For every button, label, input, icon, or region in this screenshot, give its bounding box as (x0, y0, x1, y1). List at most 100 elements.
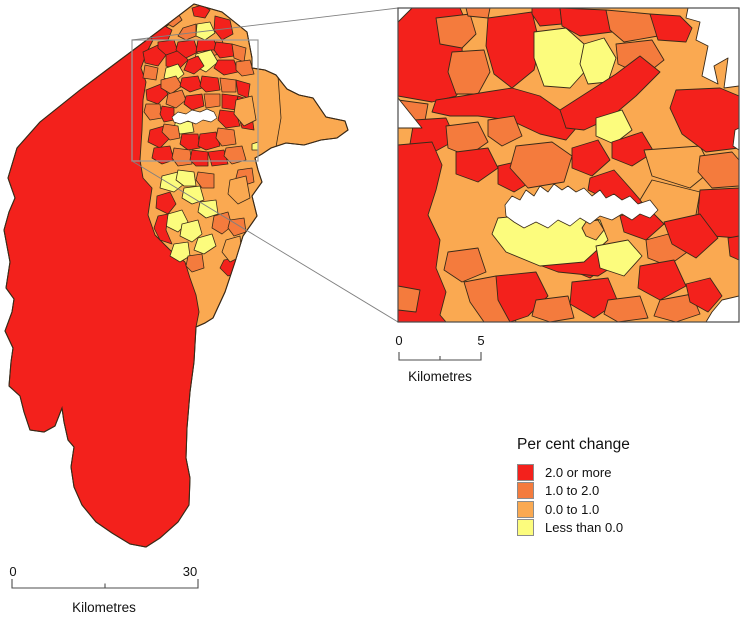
inset-scalebar-unit: Kilometres (408, 369, 472, 384)
main-map (3, 3, 349, 548)
lake (504, 183, 659, 229)
act-boundary-outline (3, 3, 349, 548)
map-region (153, 213, 173, 245)
map-region (142, 64, 159, 81)
inset-extent-rect (131, 39, 259, 162)
inset-scalebar-start-label: 0 (395, 333, 403, 348)
inset-region (685, 277, 723, 313)
inset-region (595, 239, 643, 277)
legend-swatch (517, 519, 534, 537)
legend-item-label: 2.0 or more (545, 464, 612, 480)
inset-map (397, 7, 740, 323)
legend-item: Less than 0.0 (517, 519, 630, 538)
main-scalebar-end-label: 30 (182, 564, 198, 579)
outside-area (398, 8, 413, 23)
inset-region (581, 219, 605, 241)
map-region (179, 75, 203, 93)
inset-region (605, 9, 659, 43)
map-region (235, 59, 255, 77)
map-region (175, 169, 197, 187)
legend-swatch (517, 482, 534, 500)
inset-region (649, 13, 693, 43)
map-region (189, 149, 209, 167)
inset-region (595, 109, 633, 145)
map-region (193, 233, 217, 255)
inset-region (559, 55, 661, 131)
inset-region (697, 151, 739, 189)
legend-item-label: 0.0 to 1.0 (545, 501, 600, 517)
inset-region (509, 141, 573, 189)
inset-region (398, 141, 447, 322)
map-region (160, 75, 183, 95)
map-region (155, 191, 177, 215)
map-region (197, 131, 221, 151)
map-region (169, 241, 191, 263)
inset-region (435, 13, 477, 49)
map-region (161, 123, 181, 141)
map-region (195, 171, 215, 189)
inset-region (663, 213, 719, 259)
inset-region (443, 247, 487, 283)
map-region (143, 103, 163, 121)
inset-region (431, 87, 579, 141)
inset-frame (397, 7, 740, 323)
main-scalebar (11, 579, 199, 589)
inset-region (487, 115, 523, 147)
map-region (185, 253, 205, 273)
inset-scalebar (398, 352, 482, 361)
legend-item: 1.0 to 2.0 (517, 482, 630, 501)
map-region (151, 145, 175, 165)
map-region (233, 95, 257, 127)
outside-area (732, 127, 739, 151)
inset-region (727, 235, 739, 261)
map-region (183, 55, 205, 75)
main-scalebar-unit: Kilometres (72, 600, 136, 615)
map-region (223, 145, 247, 165)
inset-region (533, 27, 589, 89)
map-region (211, 211, 233, 235)
legend: Per cent change 2.0 or more 1.0 to 2.0 0… (517, 436, 630, 537)
map-region (215, 127, 237, 147)
map-region (197, 199, 219, 219)
outside-area (398, 97, 423, 129)
legend-item: 0.0 to 1.0 (517, 500, 630, 519)
map-region (179, 219, 203, 243)
inset-region (643, 145, 713, 189)
inset-region (571, 139, 611, 177)
inset-region (637, 259, 687, 301)
inset-scalebar-end-label: 5 (477, 333, 485, 348)
legend-swatch (517, 500, 534, 518)
inset-region (559, 8, 613, 37)
inset-region (495, 271, 549, 322)
inset-connector-line (131, 7, 399, 41)
map-region (213, 59, 239, 76)
region-border (275, 75, 282, 148)
map-region (159, 105, 175, 123)
outside-area (705, 295, 739, 322)
map-region (181, 185, 205, 205)
inset-region (531, 295, 575, 322)
inset-connector-line (131, 160, 399, 323)
inset-region (603, 295, 649, 322)
map-region (165, 89, 187, 109)
map-region (219, 77, 237, 93)
inset-region (485, 11, 541, 89)
legend-title: Per cent change (517, 436, 630, 453)
inset-region (531, 8, 563, 27)
inset-region (611, 131, 655, 167)
inset-region (669, 87, 739, 153)
legend-item-label: 1.0 to 2.0 (545, 483, 600, 499)
legend-item: 2.0 or more (517, 463, 630, 482)
inset-region (455, 147, 499, 183)
inset-region (653, 293, 701, 322)
lake (171, 108, 218, 125)
map-region (227, 175, 251, 205)
main-scalebar-start-label: 0 (9, 564, 17, 579)
inset-region (465, 8, 491, 19)
map-region (213, 15, 234, 41)
legend-item-label: Less than 0.0 (545, 520, 624, 536)
legend-swatch (517, 463, 534, 481)
map-region (179, 133, 201, 151)
